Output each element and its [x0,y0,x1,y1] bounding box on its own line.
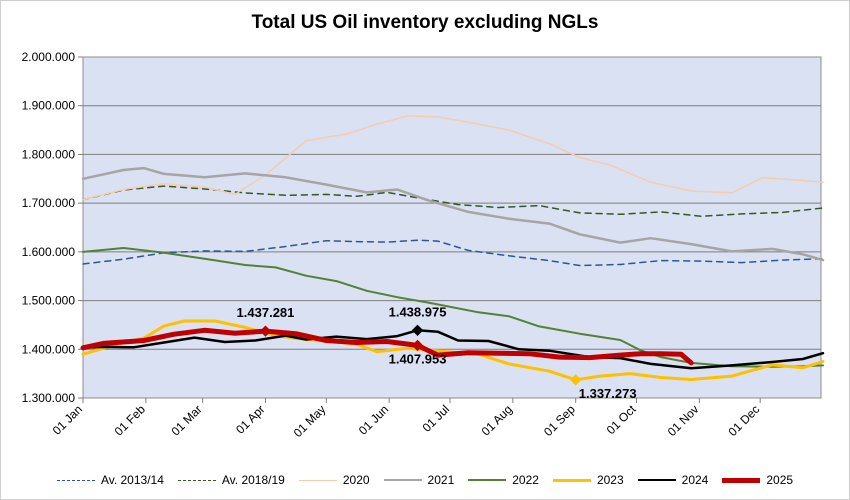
legend-swatch [637,479,676,481]
legend-label: Av. 2018/19 [221,473,285,487]
legend-swatch [298,479,337,481]
legend-label: 2025 [766,473,794,487]
legend-item: 2022 [468,473,539,487]
y-tick-label: 1.700.000 [22,196,76,210]
annotation-marker [570,374,582,386]
x-tick-label: 01 Jun [356,402,391,437]
legend-label: 2020 [342,473,370,487]
y-tick-label: 1.800.000 [22,147,76,161]
x-tick-label: 01 Aug [479,402,515,438]
x-tick-label: 01 Jan [50,402,85,437]
x-tick-label: 01 Oct [604,402,639,437]
y-tick-label: 1.400.000 [22,342,76,356]
series-line-2020 [82,115,824,201]
plot-area [82,56,822,399]
y-tick-label: 1.600.000 [22,245,76,259]
annotation-label: 1.407.953 [389,351,447,366]
legend-label: 2023 [596,473,624,487]
legend-swatch [722,477,761,483]
annotation-label: 1.437.281 [237,305,295,320]
series-line-2022 [82,247,824,368]
x-tick-label: 01 Sep [541,402,578,439]
annotation-label: 1.438.975 [389,304,447,319]
legend-item: 2021 [383,473,455,487]
legend-swatch [177,479,216,481]
annotations-group: 1.437.281 1.438.975 1.407.953 1.337.273 [237,304,637,401]
annotation-marker [411,324,424,336]
x-tick-label: 01 Nov [665,402,702,439]
legend-item: 2024 [637,473,709,487]
legend-item: 2025 [722,473,793,487]
legend-swatch [383,479,422,481]
x-tick-label: 01 Jul [420,402,453,435]
y-tick-label: 2.000.000 [22,50,76,64]
x-tick-label: 01 Dec [726,402,763,439]
y-tick-label: 1.300.000 [22,391,76,405]
x-tick-label: 01 May [291,402,329,440]
legend-label: 2021 [427,473,455,487]
legend-swatch [552,478,591,482]
legend-label: Av. 2013/14 [100,473,164,487]
x-tick-label: 01 Apr [233,402,267,436]
legend-label: 2022 [512,473,539,487]
annotation-label: 1.337.273 [579,386,637,401]
legend: Av. 2013/14 Av. 2018/19 2020 2021 2022 2023 20… [0,468,850,492]
annotation-marker [259,325,272,337]
legend-label: 2024 [681,473,709,487]
series-line-av-2018-19 [82,185,824,218]
x-tick-label: 01 Mar [168,402,204,438]
gridlines [83,105,821,350]
annotation-marker [411,339,424,352]
legend-swatch [56,479,95,481]
legend-item: 2023 [552,473,624,487]
series-line-2024 [81,329,825,370]
legend-item: Av. 2018/19 [177,473,285,487]
legend-item: 2020 [298,473,370,487]
y-axis-ticks: 1.300.000 1.400.000 1.500.000 1.600.000 1.70… [22,50,83,405]
x-tick-label: 01 Feb [112,402,149,439]
series-line-2021 [81,166,825,262]
legend-swatch [468,479,507,481]
legend-item: Av. 2013/14 [56,473,164,487]
series-line-av-2013-14 [82,239,824,267]
x-axis-ticks: 01 Jan 01 Feb 01 Mar 01 Apr 01 May 01 Jun 01 J… [50,398,763,440]
y-tick-label: 1.500.000 [22,294,76,308]
chart-svg: 1.300.000 1.400.000 1.500.000 1.600.000 1.70… [22,50,825,440]
y-tick-label: 1.900.000 [22,99,76,113]
chart-title: Total US Oil inventory excluding NGLs [251,12,599,33]
